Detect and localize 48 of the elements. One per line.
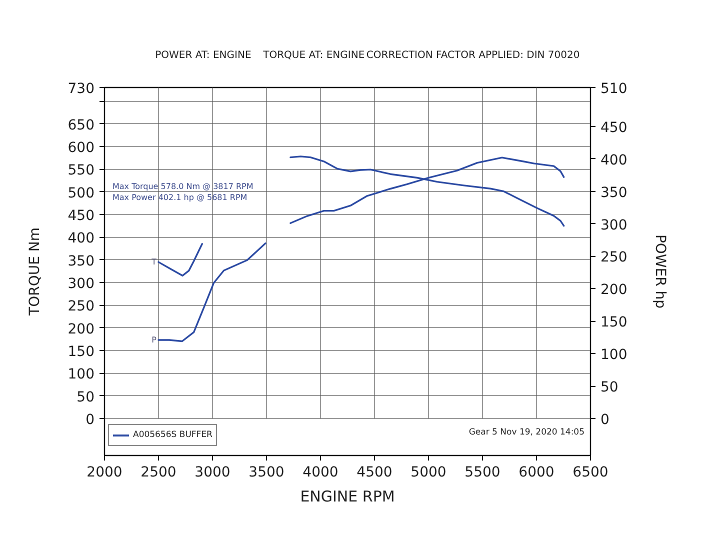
y-tick-label: 50 [76,389,95,406]
text: Gear 5 Nov 19, 2020 14:05 [468,428,584,438]
text: CORRECTION FACTOR APPLIED: DIN 70020 [366,50,580,61]
x-tick-label: 6000 [518,464,554,480]
y2-tick-label: 300 [600,217,628,234]
series-label: P [152,335,157,344]
y2-tick-label: 350 [600,184,628,201]
y-tick-label: 450 [68,208,95,224]
y2-tick-label: 100 [600,347,628,364]
y2-tick-label: 200 [600,282,628,298]
y2-tick-label: 150 [600,314,628,331]
x-tick-label: 4000 [302,464,338,480]
y-axis-title: TORQUE Nm [26,228,43,316]
series-label: T [150,258,157,267]
y-tick-label: 0 [86,412,95,428]
y-tick-label: 500 [68,185,95,202]
x-tick-label: 4500 [356,464,392,480]
y-tick-label: 300 [68,276,95,292]
y2-tick-label: 400 [600,152,628,168]
x-tick-label: 5000 [410,464,446,480]
y2-tick-label: 0 [600,412,610,428]
y-tick-label: 150 [68,344,95,360]
y-tick-label: 600 [68,140,95,156]
y2-tick-label: 50 [600,380,618,396]
x-tick-label: 6500 [572,464,608,480]
y-tick-label: 650 [68,117,95,134]
annotation: Max Torque 578.0 Nm @ 3817 RPM [112,182,254,191]
y2-axis-title: POWER hp [652,234,668,309]
y-tick-label: 350 [68,253,95,270]
y-tick-label: 400 [68,230,95,247]
text: POWER AT: ENGINE [155,50,252,61]
x-tick-label: 3000 [194,464,230,480]
annotation: Max Power 402.1 hp @ 5681 RPM [112,193,248,202]
y-tick-label: 550 [68,162,95,179]
legend-title: A005656S BUFFER [133,430,212,440]
x-axis-title: ENGINE RPM [300,488,395,506]
y2-tick-label: 250 [600,250,628,266]
y2-tick-label: 450 [600,120,628,136]
text: TORQUE AT: ENGINE [262,50,365,61]
x-tick-label: 3500 [248,464,284,480]
x-tick-label: 5500 [464,464,500,480]
y-tick-label: 250 [68,298,95,315]
y2-tick-label: 510 [600,81,628,97]
x-tick-label: 2500 [140,464,176,480]
y-tick-label: 100 [68,366,95,383]
y-tick-label: 200 [68,321,95,338]
y-tick-label: 730 [68,81,95,97]
x-tick-label: 2000 [86,464,122,480]
